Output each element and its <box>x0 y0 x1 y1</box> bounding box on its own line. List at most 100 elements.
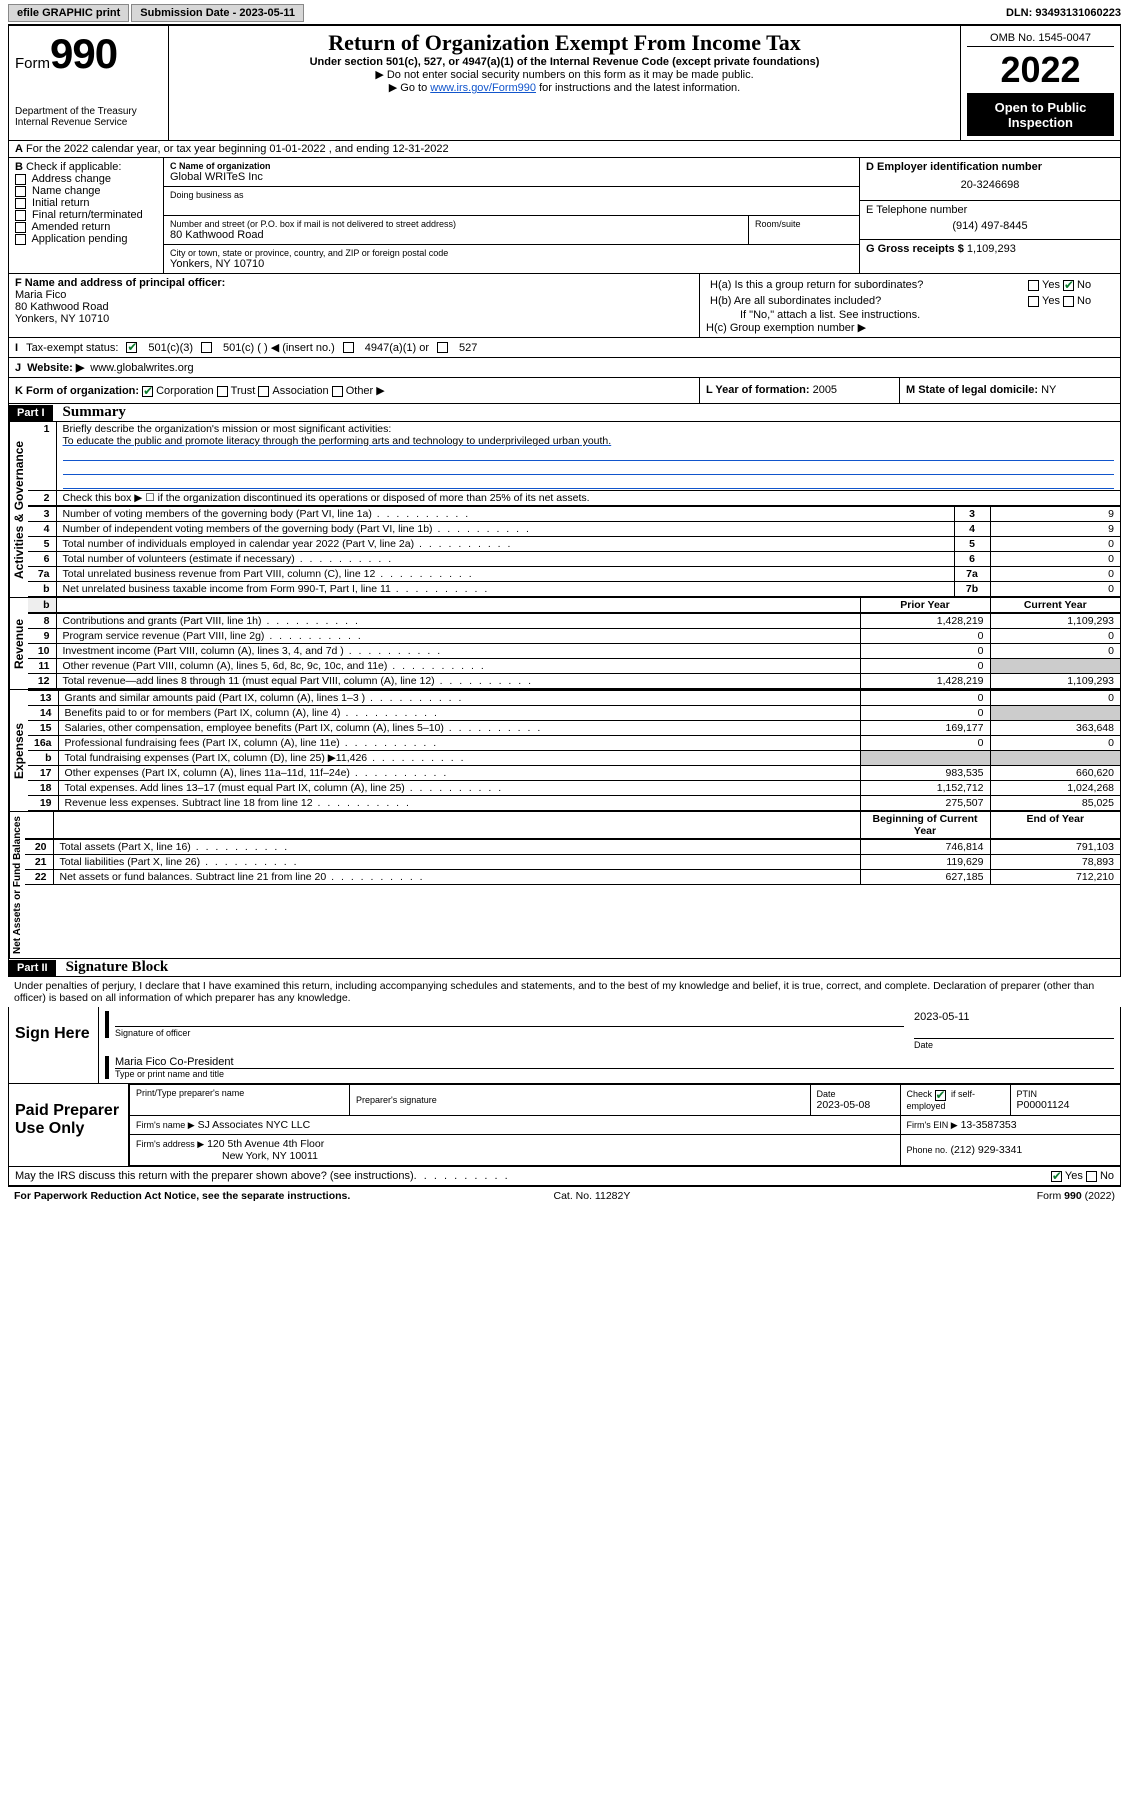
part1-header: Part I Summary <box>8 404 1121 422</box>
b-checkbox[interactable] <box>15 174 26 185</box>
part1-rev: Revenue b Prior Year Current Year 8Contr… <box>8 598 1121 690</box>
dln-val: 93493131060223 <box>1035 7 1121 19</box>
ptin-value: P00001124 <box>1017 1099 1115 1111</box>
hb-no-checkbox[interactable] <box>1063 296 1074 307</box>
vtab-netassets: Net Assets or Fund Balances <box>9 812 25 958</box>
other-checkbox[interactable] <box>332 386 343 397</box>
b-checkbox[interactable] <box>15 234 26 245</box>
row-i: I Tax-exempt status: 501(c)(3) 501(c) ( … <box>8 338 1121 358</box>
officer-name: Maria Fico <box>15 289 693 301</box>
b-option: Initial return <box>15 197 157 209</box>
col-b: B Check if applicable: Address change Na… <box>9 158 164 273</box>
ha-yes-checkbox[interactable] <box>1028 280 1039 291</box>
firm-phone: (212) 929-3341 <box>950 1144 1022 1156</box>
part2-title: Signature Block <box>56 959 169 976</box>
hb-yes-checkbox[interactable] <box>1028 296 1039 307</box>
assoc-checkbox[interactable] <box>258 386 269 397</box>
officer-addr2: Yonkers, NY 10710 <box>15 313 693 325</box>
b-checkbox[interactable] <box>15 198 26 209</box>
dots <box>414 1170 510 1182</box>
firm-ein-label: Firm's EIN ▶ <box>907 1120 958 1130</box>
no-label: No <box>1077 279 1091 291</box>
discuss-no-checkbox[interactable] <box>1086 1171 1097 1182</box>
firm-name-label: Firm's name ▶ <box>136 1120 195 1130</box>
tax-year: 2022 <box>967 47 1114 94</box>
b-checkbox[interactable] <box>15 186 26 197</box>
501c3-checkbox[interactable] <box>126 342 137 353</box>
sig-officer-label: Signature of officer <box>115 1028 904 1038</box>
row-j: J Website: ▶ www.globalwrites.org <box>8 358 1121 378</box>
perjury-declaration: Under penalties of perjury, I declare th… <box>8 977 1121 1007</box>
preparer-name-label: Print/Type preparer's name <box>136 1088 343 1098</box>
header-right: OMB No. 1545-0047 2022 Open to Public In… <box>960 26 1120 140</box>
col-prior: Prior Year <box>860 598 990 613</box>
self-employed-checkbox[interactable] <box>935 1090 946 1101</box>
b-checkbox[interactable] <box>15 222 26 233</box>
hb-yesno: Yes No <box>1024 293 1114 309</box>
part1-exp: Expenses 13Grants and similar amounts pa… <box>8 690 1121 812</box>
b-checkbox[interactable] <box>15 210 26 221</box>
sign-here-block: Sign Here Signature of officer 2023-05-1… <box>8 1007 1121 1084</box>
city-state-zip: Yonkers, NY 10710 <box>170 258 853 270</box>
f-label: F Name and address of principal officer: <box>15 277 225 289</box>
firm-name: SJ Associates NYC LLC <box>198 1119 311 1131</box>
ha-no-checkbox[interactable] <box>1063 280 1074 291</box>
trust-checkbox[interactable] <box>217 386 228 397</box>
submission-date: Submission Date - 2023-05-11 <box>131 4 304 22</box>
ein-value: 20-3246698 <box>866 173 1114 197</box>
col-c: C Name of organization Global WRITeS Inc… <box>164 158 860 273</box>
header: Form990 Department of the Treasury Inter… <box>8 25 1121 141</box>
irs-link[interactable]: www.irs.gov/Form990 <box>430 82 536 94</box>
corp-checkbox[interactable] <box>142 386 153 397</box>
opt-4947: 4947(a)(1) or <box>365 342 429 354</box>
yes-label: Yes <box>1042 279 1060 291</box>
c-name-label: C Name of organization <box>170 161 271 171</box>
mission-text: To educate the public and promote litera… <box>63 435 612 447</box>
preparer-date: 2023-05-08 <box>817 1099 894 1111</box>
discuss-yes: Yes <box>1065 1170 1083 1182</box>
part1-title: Summary <box>53 404 126 421</box>
527-checkbox[interactable] <box>437 342 448 353</box>
block-bcd: B Check if applicable: Address change Na… <box>8 158 1121 274</box>
col-k: K Form of organization: Corporation Trus… <box>9 378 700 403</box>
hc-label: H(c) Group exemption number ▶ <box>706 321 1114 334</box>
footer: For Paperwork Reduction Act Notice, see … <box>8 1186 1121 1205</box>
dept-treasury: Department of the Treasury <box>15 106 162 117</box>
yes-label-2: Yes <box>1042 295 1060 307</box>
discuss-label: May the IRS discuss this return with the… <box>15 1170 414 1182</box>
topbar: efile GRAPHIC print Submission Date - 20… <box>8 4 1121 25</box>
website-value: www.globalwrites.org <box>90 362 193 374</box>
firm-phone-label: Phone no. <box>907 1145 948 1155</box>
form-title: Return of Organization Exempt From Incom… <box>175 30 954 56</box>
pra-notice: For Paperwork Reduction Act Notice, see … <box>14 1190 350 1202</box>
discuss-yesno: Yes No <box>1051 1170 1114 1182</box>
b-option: Application pending <box>15 233 157 245</box>
efile-print-button[interactable]: efile GRAPHIC print <box>8 4 129 22</box>
subdate-val: 2023-05-11 <box>239 7 295 19</box>
hb-label: H(b) Are all subordinates included? <box>706 293 1024 309</box>
firm-ein: 13-3587353 <box>961 1119 1017 1131</box>
dln: DLN: 93493131060223 <box>1006 7 1121 19</box>
irs-label: Internal Revenue Service <box>15 117 162 128</box>
cat-no: Cat. No. 11282Y <box>553 1190 630 1202</box>
preparer-date-label: Date <box>817 1089 894 1099</box>
officer-addr1: 80 Kathwood Road <box>15 301 693 313</box>
b-option: Address change <box>15 173 157 185</box>
501c-checkbox[interactable] <box>201 342 212 353</box>
b-option: Amended return <box>15 221 157 233</box>
m-label: M State of legal domicile: <box>906 384 1038 396</box>
col-l: L Year of formation: 2005 <box>700 378 900 403</box>
vtab-activities: Activities & Governance <box>9 422 28 597</box>
4947-checkbox[interactable] <box>343 342 354 353</box>
part1-label: Part I <box>9 405 53 421</box>
vtab-revenue: Revenue <box>9 598 28 689</box>
col-deg: D Employer identification number 20-3246… <box>860 158 1120 273</box>
vtab-expenses: Expenses <box>9 690 28 811</box>
phone-label: E Telephone number <box>866 204 1114 216</box>
discuss-yes-checkbox[interactable] <box>1051 1171 1062 1182</box>
state-domicile: NY <box>1041 384 1056 396</box>
subdate-label: Submission Date - <box>140 7 239 19</box>
ha-label: H(a) Is this a group return for subordin… <box>706 277 1024 293</box>
block-fh: F Name and address of principal officer:… <box>8 274 1121 338</box>
room-label: Room/suite <box>755 219 853 229</box>
